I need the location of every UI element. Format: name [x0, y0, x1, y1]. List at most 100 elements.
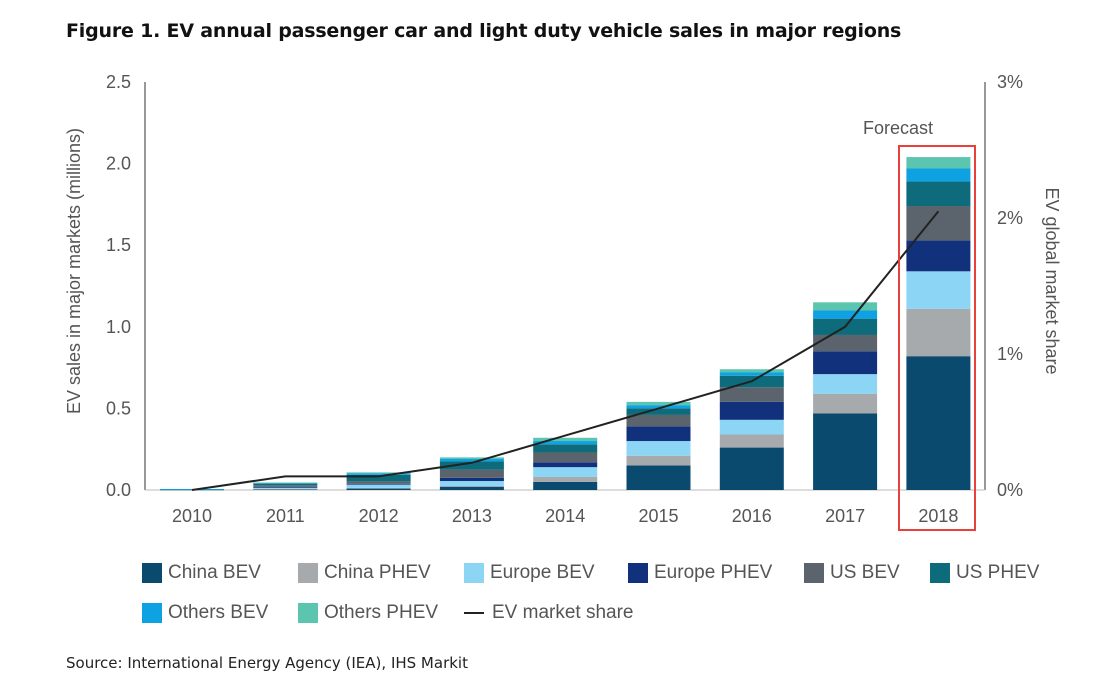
- bar-segment: [533, 441, 598, 445]
- bar-segment: [533, 452, 598, 463]
- legend-swatch: [142, 563, 162, 583]
- legend-item: Europe PHEV: [628, 560, 772, 586]
- bar-segment: [906, 157, 971, 169]
- bar-segment: [626, 408, 691, 415]
- legend-label: Europe BEV: [490, 562, 595, 583]
- market-share-line: [191, 210, 940, 491]
- legend-label: Others PHEV: [324, 602, 439, 623]
- bar-segment: [906, 308, 971, 357]
- legend-item: Others PHEV: [298, 600, 438, 626]
- x-tick-label: 2016: [732, 506, 772, 526]
- y-tick-label: 2.5: [106, 72, 131, 92]
- stacked-bars: [160, 157, 971, 491]
- bar-segment: [439, 485, 504, 487]
- bar-segment: [346, 481, 411, 484]
- bar-segment: [253, 482, 318, 484]
- legend-label: Others BEV: [168, 602, 269, 623]
- y-tick-label: 0.5: [106, 398, 131, 418]
- bar-segment: [533, 437, 598, 442]
- y-tick-label: 2.0: [106, 154, 131, 174]
- bar-segment: [346, 472, 411, 474]
- legend-swatch: [804, 563, 824, 583]
- y2-tick-label: 0%: [997, 480, 1023, 500]
- legend-swatch: [464, 563, 484, 583]
- legend-item: Europe BEV: [464, 560, 595, 586]
- legend-item: US PHEV: [930, 560, 1039, 586]
- legend-label: China PHEV: [324, 562, 431, 583]
- y2-axis-title: EV global market share: [1042, 187, 1062, 374]
- bar-segment: [533, 462, 598, 468]
- bar-segment: [439, 477, 504, 482]
- bar-segment: [253, 487, 318, 489]
- y-tick-label: 1.0: [106, 317, 131, 337]
- y-axis-title: EV sales in major markets (millions): [64, 128, 84, 414]
- bar-segment: [533, 481, 598, 490]
- legend-item: China PHEV: [298, 560, 431, 586]
- bar-segment: [719, 372, 784, 376]
- x-tick-label: 2010: [172, 506, 212, 526]
- legend-swatch: [628, 563, 648, 583]
- bar-segment: [253, 486, 318, 488]
- bar-segment: [813, 302, 878, 311]
- bar-segment: [813, 413, 878, 490]
- bar-segment: [533, 444, 598, 453]
- bar-segment: [813, 334, 878, 352]
- y-tick-label: 1.5: [106, 235, 131, 255]
- legend-item: Others BEV: [142, 600, 268, 626]
- bar-segment: [626, 414, 691, 427]
- bar-segment: [719, 434, 784, 448]
- bar-segment: [719, 369, 784, 373]
- bar-segment: [253, 488, 318, 490]
- x-tick-label: 2017: [825, 506, 865, 526]
- x-tick-label: 2013: [452, 506, 492, 526]
- bar-segment: [626, 401, 691, 406]
- bar-segment: [253, 485, 318, 487]
- legend-swatch: [930, 563, 950, 583]
- legend-item: China BEV: [142, 560, 261, 586]
- chart-title: Figure 1. EV annual passenger car and li…: [66, 20, 902, 42]
- legend-label: US BEV: [830, 562, 900, 583]
- source-note: Source: International Energy Agency (IEA…: [66, 654, 468, 672]
- bar-segment: [813, 393, 878, 414]
- legend-item: EV market share: [464, 600, 634, 626]
- bar-segment: [906, 181, 971, 207]
- bar-segment: [533, 476, 598, 482]
- bar-segment: [906, 271, 971, 309]
- bar-segment: [813, 351, 878, 375]
- legend-line-marker: [464, 612, 484, 614]
- tick-labels: 0.0 0.5 1.0 1.5 2.0 2.5 0% 1% 2% 3% 2010 2011 2012 20…: [64, 72, 1062, 526]
- legend-swatch: [298, 563, 318, 583]
- bar-segment: [626, 455, 691, 466]
- bar-segment: [906, 356, 971, 490]
- bar-segment: [346, 484, 411, 488]
- bar-segment: [906, 168, 971, 182]
- bar-segment: [719, 387, 784, 402]
- ev-sales-chart: 0.0 0.5 1.0 1.5 2.0 2.5 0% 1% 2% 3% 2010 2011 2012 20…: [64, 72, 1062, 526]
- bar-segment: [813, 310, 878, 319]
- bar-segment: [346, 473, 411, 475]
- y2-tick-label: 2%: [997, 208, 1023, 228]
- bar-segment: [439, 469, 504, 478]
- legend-label: Europe PHEV: [654, 562, 773, 583]
- bar-segment: [346, 488, 411, 490]
- bar-segment: [626, 465, 691, 490]
- bar-segment: [906, 240, 971, 272]
- y-tick-label: 0.0: [106, 480, 131, 500]
- bar-segment: [439, 486, 504, 490]
- legend-label: China BEV: [168, 562, 261, 583]
- bar-segment: [439, 458, 504, 462]
- bar-segment: [719, 401, 784, 420]
- bar-segment: [719, 419, 784, 435]
- x-tick-label: 2011: [266, 506, 305, 526]
- bar-segment: [346, 474, 411, 482]
- bar-segment: [533, 467, 598, 477]
- x-tick-label: 2014: [545, 506, 585, 526]
- bar-segment: [626, 426, 691, 442]
- legend-label: US PHEV: [956, 562, 1040, 583]
- forecast-highlight-box: [898, 145, 976, 531]
- x-tick-label: 2018: [918, 506, 958, 526]
- legend-label: EV market share: [492, 602, 634, 623]
- bar-segment: [719, 447, 784, 490]
- bar-segment: [346, 483, 411, 485]
- bar-segment: [626, 441, 691, 456]
